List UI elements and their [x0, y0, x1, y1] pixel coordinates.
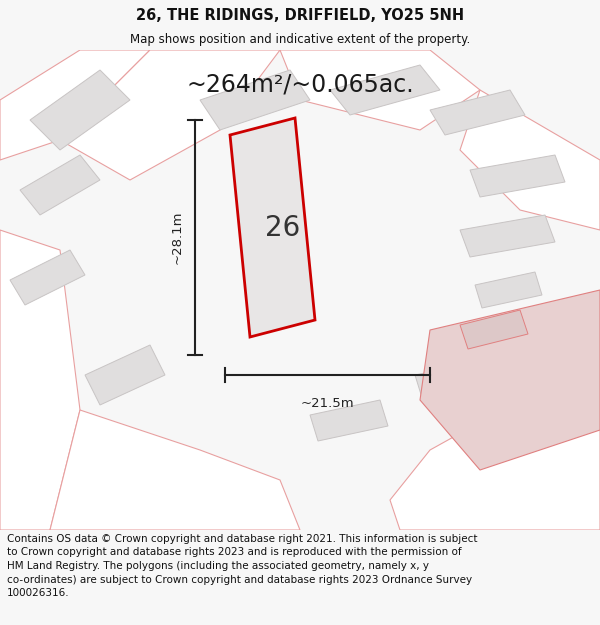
Polygon shape	[20, 155, 100, 215]
Polygon shape	[390, 370, 600, 530]
Polygon shape	[50, 410, 300, 530]
Polygon shape	[85, 345, 165, 405]
Polygon shape	[470, 155, 565, 197]
Text: Contains OS data © Crown copyright and database right 2021. This information is : Contains OS data © Crown copyright and d…	[7, 534, 478, 598]
Text: ~21.5m: ~21.5m	[301, 397, 355, 410]
Text: ~264m²/~0.065ac.: ~264m²/~0.065ac.	[186, 73, 414, 97]
Text: 26: 26	[265, 214, 300, 241]
Polygon shape	[60, 50, 280, 180]
Polygon shape	[200, 70, 310, 130]
Polygon shape	[310, 400, 388, 441]
Polygon shape	[280, 50, 480, 130]
Polygon shape	[30, 70, 130, 150]
Polygon shape	[460, 215, 555, 257]
Text: 26, THE RIDINGS, DRIFFIELD, YO25 5NH: 26, THE RIDINGS, DRIFFIELD, YO25 5NH	[136, 8, 464, 22]
Polygon shape	[460, 90, 600, 230]
Text: ~28.1m: ~28.1m	[170, 211, 184, 264]
Polygon shape	[415, 362, 488, 401]
Polygon shape	[430, 90, 525, 135]
Polygon shape	[0, 230, 80, 530]
Polygon shape	[420, 290, 600, 470]
Text: Map shows position and indicative extent of the property.: Map shows position and indicative extent…	[130, 32, 470, 46]
Polygon shape	[0, 50, 150, 160]
Polygon shape	[475, 272, 542, 308]
Polygon shape	[10, 250, 85, 305]
Polygon shape	[330, 65, 440, 115]
Polygon shape	[460, 310, 528, 349]
Polygon shape	[230, 118, 315, 337]
